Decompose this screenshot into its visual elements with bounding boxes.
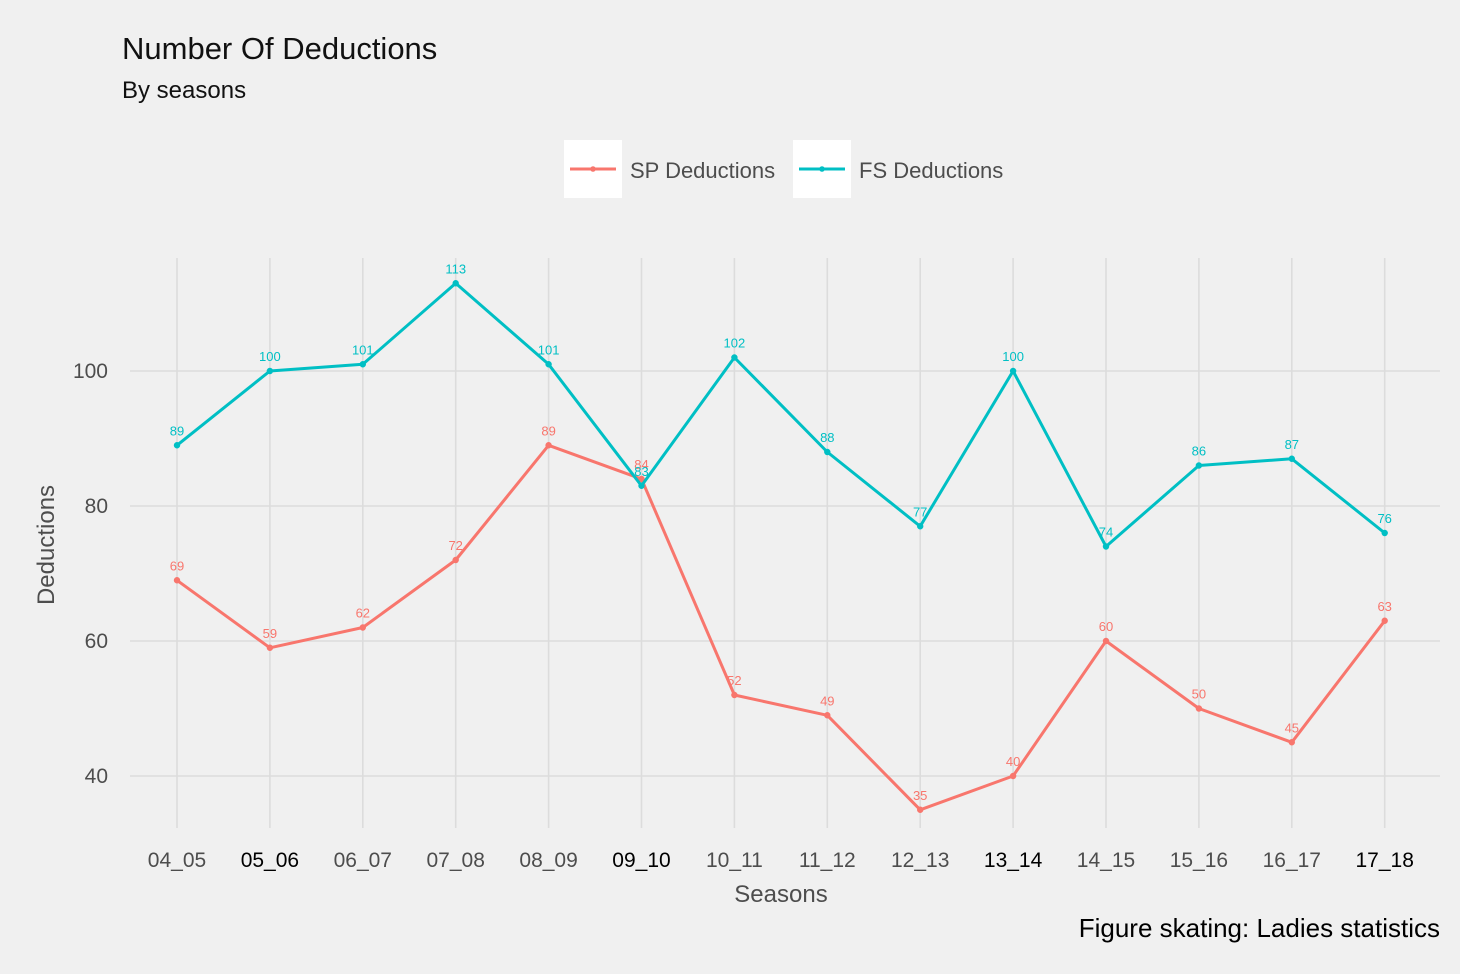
x-tick-label: 05_06 [241,849,299,872]
data-label: 84 [634,457,648,472]
data-label: 100 [1002,349,1024,364]
data-label: 101 [538,342,560,357]
x-tick-label: 15_16 [1170,849,1228,872]
data-point [545,361,552,368]
data-point [1195,705,1203,712]
data-label: 88 [820,430,834,445]
data-point [917,806,924,813]
data-point [1102,637,1110,645]
x-tick-label: 11_12 [799,849,856,872]
legend: SP Deductions FS Deductions [564,140,1003,198]
data-labels: 69 59 62 72 89 84 52 49 35 40 60 50 45 63 89 100 101 113 1… [170,261,1392,803]
series-line-0 [176,443,1386,812]
data-point [173,577,181,584]
data-point [545,442,552,449]
data-label: 87 [1285,437,1299,452]
data-point [1102,543,1110,550]
data-label: 45 [1285,720,1299,735]
data-point [1381,617,1388,624]
data-label: 86 [1192,444,1206,459]
data-label: 113 [445,261,466,276]
data-point [824,448,831,456]
data-point [824,712,831,719]
y-tick-label: 60 [85,630,108,653]
grid [130,258,1440,828]
data-point [266,367,274,375]
x-tick-label: 13_14 [984,849,1043,872]
data-label: 50 [1192,687,1206,702]
legend-point-0 [590,166,596,172]
data-label: 62 [356,606,370,621]
data-point [731,691,738,699]
data-label: 49 [820,693,834,708]
x-tick-label: 16_17 [1263,849,1321,872]
data-point [917,523,924,530]
data-point [173,442,181,449]
x-axis-title: Seasons [734,881,827,908]
data-label: 77 [913,504,927,519]
chart-title: Number Of Deductions [122,31,437,66]
legend-label-0: SP Deductions [630,158,775,183]
data-label: 60 [1099,619,1113,634]
data-label: 89 [541,423,555,438]
x-tick-label: 08_09 [519,849,577,872]
data-label: 72 [448,538,462,553]
caption: Figure skating: Ladies statistics [1079,913,1440,943]
legend-point-1 [819,166,825,172]
data-point [359,361,366,368]
x-tick-label: 12_13 [891,849,949,872]
y-tick-label: 40 [85,765,108,788]
data-label: 63 [1377,599,1391,614]
data-point [731,354,738,361]
y-axis-title: Deductions [33,485,60,605]
data-label: 83 [634,464,648,479]
data-label: 40 [1006,754,1020,769]
data-label: 100 [259,349,281,364]
x-axis-ticks: 04_05 05_06 06_07 07_08 08_09 09_10 10_11 11_12… [148,849,1414,872]
x-tick-label: 07_08 [426,849,484,872]
data-point [452,280,459,287]
x-tick-label: 09_10 [612,849,670,872]
series-group [173,280,1388,813]
data-label: 35 [913,788,927,803]
chart-subtitle: By seasons [122,77,246,104]
data-point [1195,462,1203,469]
x-tick-label: 14_15 [1077,849,1135,872]
data-point [1288,455,1296,462]
data-point [1009,367,1017,375]
data-label: 102 [724,336,746,351]
data-point [638,475,645,483]
x-tick-label: 10_11 [706,849,763,872]
y-axis-ticks: 40 60 80 100 [73,360,108,788]
data-point [1381,529,1388,537]
data-point [1009,772,1017,780]
x-tick-label: 17_18 [1355,849,1413,872]
data-label: 74 [1099,525,1113,540]
data-label: 89 [170,423,184,438]
series-line-1 [176,281,1386,548]
x-tick-label: 06_07 [334,849,392,872]
y-tick-label: 100 [73,360,108,383]
data-point [359,624,366,631]
data-label: 69 [170,558,184,573]
data-point [452,556,459,564]
x-tick-label: 04_05 [148,849,206,872]
y-tick-label: 80 [85,495,108,518]
data-point [1288,739,1296,746]
data-point [638,482,645,489]
legend-label-1: FS Deductions [859,158,1003,183]
data-label: 101 [352,342,374,357]
data-label: 52 [727,673,741,688]
data-label: 59 [263,626,277,641]
data-point [266,644,274,651]
data-label: 76 [1377,511,1391,526]
